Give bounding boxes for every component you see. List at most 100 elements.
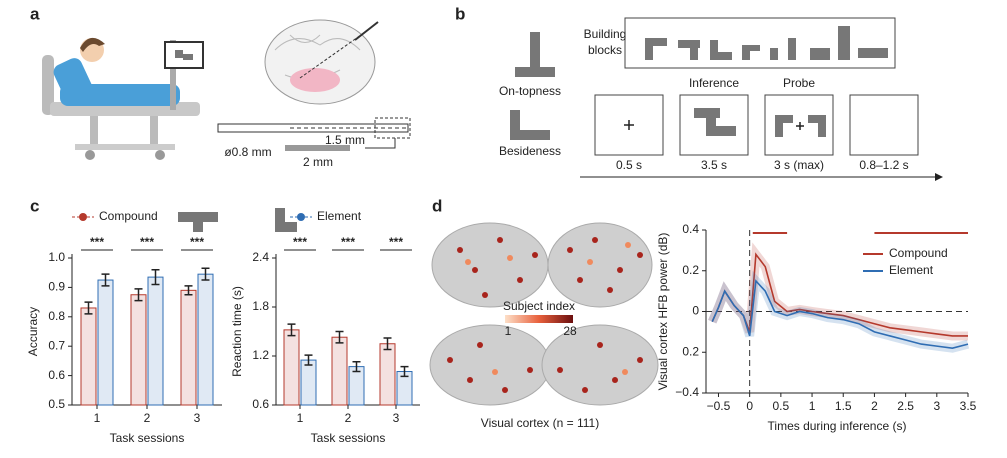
label: Building xyxy=(584,27,627,41)
significance-label: *** xyxy=(389,235,403,249)
dimension-label: ø0.8 mm xyxy=(224,145,271,159)
x-tick-label: 3.5 xyxy=(960,399,977,413)
colorbar-title: Subject index xyxy=(503,299,575,313)
y-tick-label: 0.6 xyxy=(48,368,65,382)
y-tick-label: 1.0 xyxy=(48,250,65,264)
panel-label: b xyxy=(455,4,465,23)
x-axis-title: Task sessions xyxy=(110,431,185,445)
significance-label: *** xyxy=(90,235,104,249)
y-axis-title: Accuracy xyxy=(26,307,40,356)
error-bar xyxy=(84,301,93,315)
significance-label: *** xyxy=(293,235,307,249)
screen-content xyxy=(624,108,826,137)
y-axis-title: Visual cortex HFB power (dB) xyxy=(656,233,670,391)
y-tick-label: 2.4 xyxy=(252,250,269,264)
error-bar xyxy=(134,288,143,302)
x-tick-label: 0.5 xyxy=(773,399,790,413)
error-bar xyxy=(201,267,210,281)
label: blocks xyxy=(588,43,622,57)
bar xyxy=(180,289,197,406)
stage-label: Probe xyxy=(783,76,815,90)
x-tick-label: 1 xyxy=(94,411,101,425)
error-bar xyxy=(383,337,392,351)
panel-label: c xyxy=(30,196,39,215)
x-tick-label: 3 xyxy=(933,399,940,413)
bar xyxy=(80,307,97,406)
colorbar-tick: 1 xyxy=(505,324,512,338)
dimension-label: 2 mm xyxy=(303,155,333,169)
legend-marker xyxy=(79,213,87,221)
rule-label: Besideness xyxy=(499,144,561,158)
dimension-label: 1.5 mm xyxy=(325,133,365,147)
arrow-head xyxy=(935,173,943,181)
y-tick-label: 1.2 xyxy=(252,348,269,362)
error-bar xyxy=(151,269,160,286)
bar xyxy=(348,366,365,406)
colorbar xyxy=(505,315,573,323)
x-tick-label: 2.5 xyxy=(897,399,914,413)
bar xyxy=(331,336,348,406)
bar xyxy=(97,279,114,406)
y-axis-title: Reaction time (s) xyxy=(230,286,244,377)
error-bar xyxy=(287,323,296,337)
y-tick-label: 0.2 xyxy=(682,344,699,358)
x-axis-title: Task sessions xyxy=(311,431,386,445)
caption: Visual cortex (n = 111) xyxy=(481,416,599,430)
duration-label: 3.5 s xyxy=(701,158,727,172)
error-bar xyxy=(400,365,409,378)
x-tick-label: 2 xyxy=(871,399,878,413)
bar xyxy=(197,273,214,406)
duration-label: 0.5 s xyxy=(616,158,642,172)
x-tick-label: 3 xyxy=(194,411,201,425)
y-tick-label: 0.5 xyxy=(48,397,65,411)
y-tick-label: 0.2 xyxy=(682,263,699,277)
x-tick-label: 0 xyxy=(746,399,753,413)
trial-screen xyxy=(849,94,919,156)
x-tick-label: 1 xyxy=(809,399,816,413)
panel-label: d xyxy=(432,196,442,215)
bar xyxy=(379,343,396,406)
duration-label: 0.8–1.2 s xyxy=(859,158,908,172)
x-tick-label: 2 xyxy=(345,411,352,425)
significance-label: *** xyxy=(140,235,154,249)
y-tick-label: 0.8 xyxy=(48,309,65,323)
error-bar xyxy=(101,273,110,287)
x-tick-label: 3 xyxy=(393,411,400,425)
legend-label: Compound xyxy=(889,246,948,260)
y-tick-label: −0.4 xyxy=(675,385,699,399)
series-line xyxy=(711,279,969,349)
brain-maps xyxy=(429,222,659,406)
error-bar xyxy=(304,354,313,366)
x-tick-label: 1.5 xyxy=(835,399,852,413)
legend-label: Element xyxy=(317,209,362,223)
bar xyxy=(147,276,164,406)
condition-icons xyxy=(178,208,297,232)
y-tick-label: 0.4 xyxy=(682,222,699,236)
legend-label: Element xyxy=(889,263,934,277)
significance-label: *** xyxy=(190,235,204,249)
electrode-illustration xyxy=(217,117,411,151)
error-bar xyxy=(335,330,344,344)
bar xyxy=(130,294,147,406)
x-tick-label: 1 xyxy=(297,411,304,425)
legend-label: Compound xyxy=(99,209,158,223)
error-bar xyxy=(184,285,193,296)
y-tick-label: 0.9 xyxy=(48,280,65,294)
bar xyxy=(300,359,317,406)
y-tick-label: 1.8 xyxy=(252,299,269,313)
stage-label: Inference xyxy=(689,76,739,90)
brain-illustration xyxy=(264,19,379,105)
significance-label: *** xyxy=(341,235,355,249)
y-tick-label: 0 xyxy=(692,304,699,318)
rule-label: On-topness xyxy=(499,84,561,98)
colorbar-tick: 28 xyxy=(563,324,577,338)
duration-label: 3 s (max) xyxy=(774,158,824,172)
x-axis-title: Times during inference (s) xyxy=(768,419,907,433)
patient-illustration xyxy=(42,37,204,160)
error-bar xyxy=(352,360,361,373)
y-tick-label: 0.7 xyxy=(48,338,65,352)
panel-label: a xyxy=(30,4,40,23)
legend-marker xyxy=(297,213,305,221)
x-tick-label: −0.5 xyxy=(707,399,731,413)
